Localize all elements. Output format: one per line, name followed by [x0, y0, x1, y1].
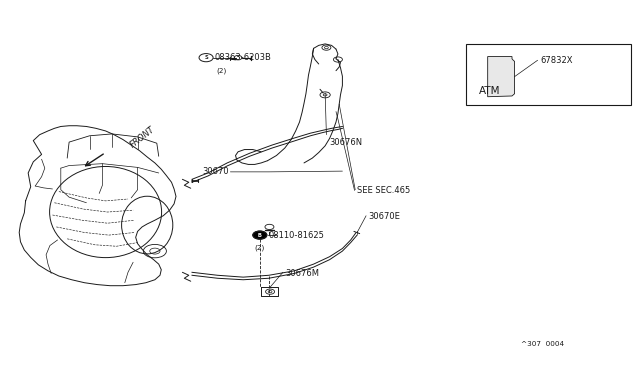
Text: ^307 0004: ^307 0004: [522, 341, 564, 347]
Text: FRONT: FRONT: [128, 125, 156, 150]
Text: 30670: 30670: [202, 167, 229, 176]
Text: 67832X: 67832X: [541, 56, 573, 65]
Text: 30676M: 30676M: [285, 269, 319, 278]
Text: 30676N: 30676N: [330, 138, 363, 147]
Text: 08110-81625: 08110-81625: [268, 231, 324, 240]
Bar: [466, 44, 631, 105]
Text: SEE SEC.465: SEE SEC.465: [357, 186, 410, 195]
Circle shape: [253, 231, 267, 239]
Text: ATM: ATM: [479, 86, 500, 96]
Text: (2): (2): [216, 67, 227, 74]
Text: 30670E: 30670E: [368, 212, 400, 221]
Text: S: S: [204, 55, 208, 60]
Text: 08363-6203B: 08363-6203B: [214, 53, 271, 62]
Text: (2): (2): [255, 245, 265, 251]
Polygon shape: [488, 57, 515, 97]
Text: B: B: [258, 232, 262, 238]
